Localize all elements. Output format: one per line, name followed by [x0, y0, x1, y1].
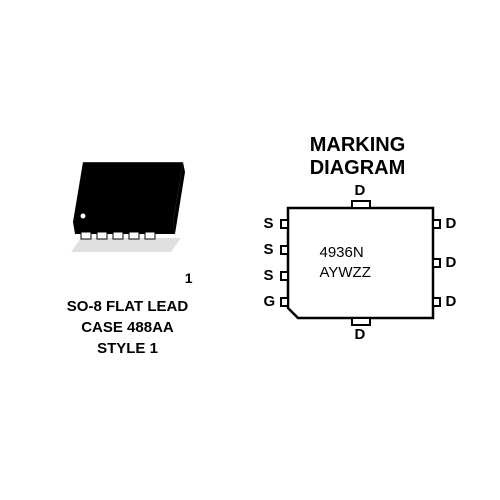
caption-line2: CASE 488AA [67, 317, 188, 338]
caption-line3: STYLE 1 [67, 338, 188, 359]
pin-label-left-3: G [264, 293, 276, 310]
pin-label-top: D [355, 182, 366, 199]
package-panel: 1 SO-8 FLAT LEAD CASE 488AA STYLE 1 [28, 142, 228, 359]
marking-line1: 4936N [320, 243, 371, 263]
diagram-container: 1 SO-8 FLAT LEAD CASE 488AA STYLE 1 MARK… [0, 0, 500, 500]
package-caption: SO-8 FLAT LEAD CASE 488AA STYLE 1 [67, 296, 188, 359]
pin-label-left-2: S [264, 267, 274, 284]
pin-label-right-1: D [446, 254, 457, 271]
marking-title-line1: MARKING [310, 134, 406, 157]
marking-text: 4936N AYWZZ [320, 243, 371, 282]
pin-label-right-2: D [446, 293, 457, 310]
marking-panel: MARKING DIAGRAM [243, 134, 473, 366]
marking-title: MARKING DIAGRAM [310, 134, 406, 180]
package-3d-drawing [53, 142, 203, 262]
pin-label-left-0: S [264, 215, 274, 232]
pin-label-bottom: D [355, 326, 366, 343]
caption-line1: SO-8 FLAT LEAD [67, 296, 188, 317]
pin-label-right-0: D [446, 215, 457, 232]
marking-line2: AYWZZ [320, 263, 371, 283]
pin-label-left-1: S [264, 241, 274, 258]
marking-diagram: 4936N AYWZZ D D S S S G D D D [248, 186, 468, 366]
package-svg-icon [53, 142, 203, 262]
marking-title-line2: DIAGRAM [310, 157, 406, 180]
pin1-label: 1 [185, 270, 193, 286]
